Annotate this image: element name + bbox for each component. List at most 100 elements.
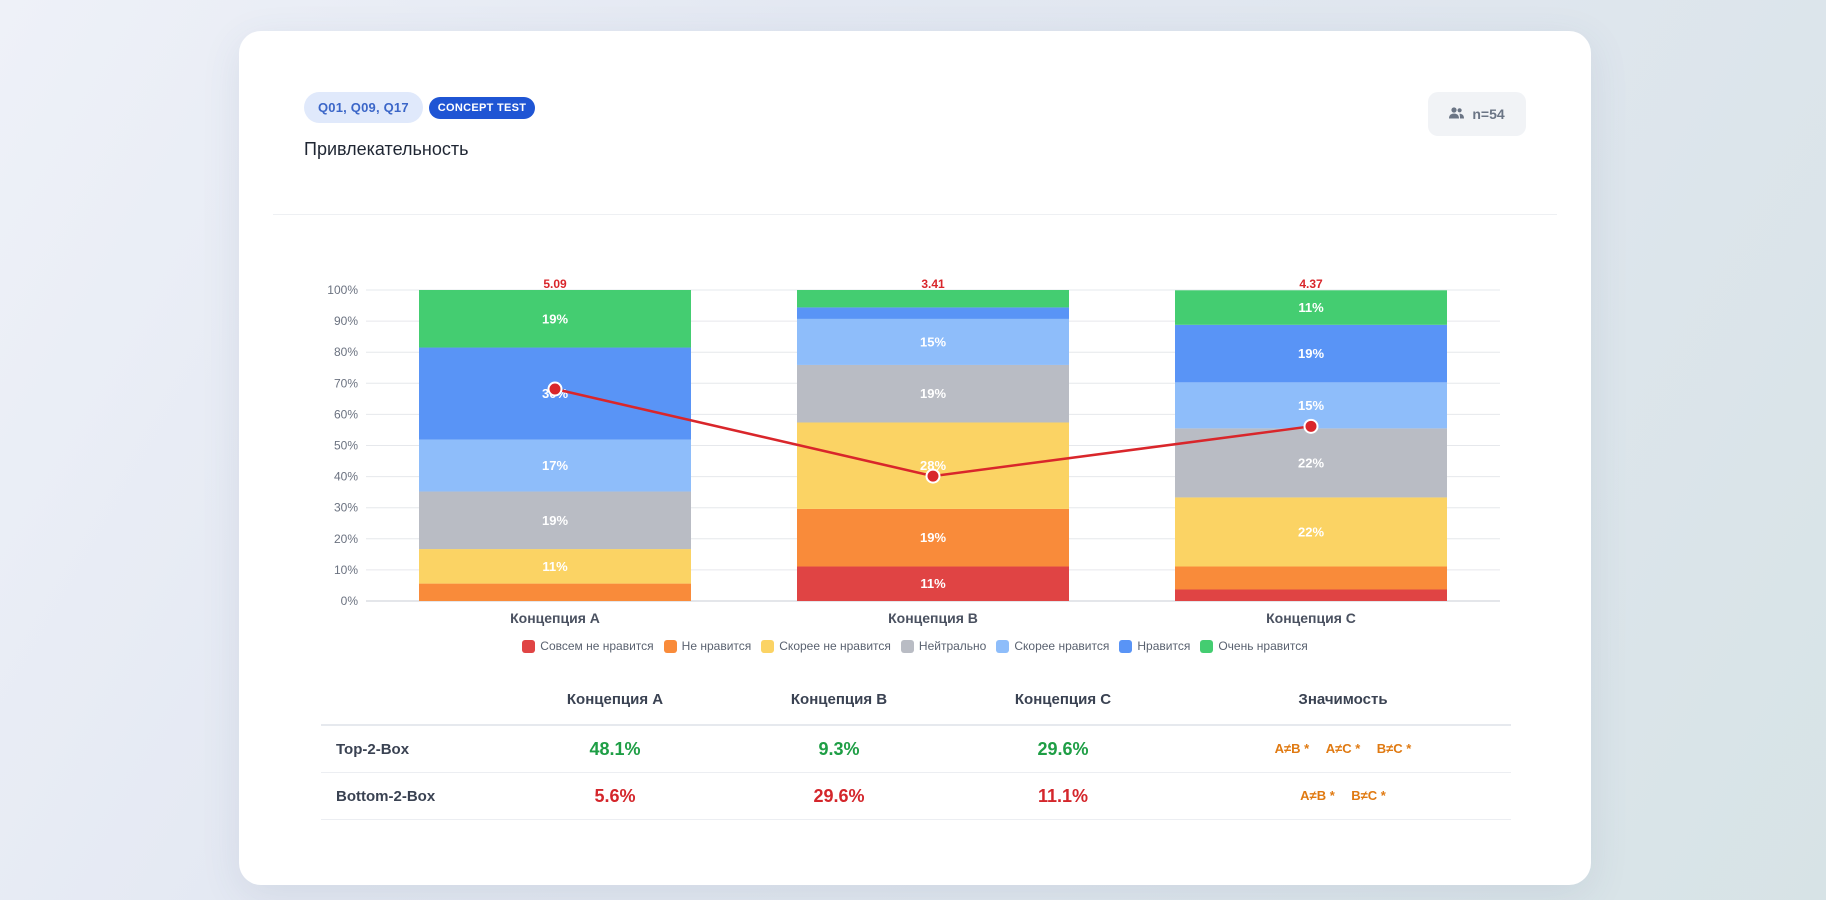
table-cell: 9.3% (727, 725, 951, 773)
legend-swatch (900, 639, 914, 653)
bar-segment (419, 439, 691, 492)
legend-label: Нейтрально (918, 639, 987, 653)
legend-swatch (1119, 639, 1133, 653)
legend-label: Скорее нравится (1014, 639, 1110, 653)
bar-segment (797, 508, 1069, 567)
table-cell: 5.6% (503, 772, 727, 820)
stacked-bar-chart: 0% 10% 20% 30% 40% 50% 60% 70% 80% 90% 100% 11% 19% 1… (327, 277, 1500, 626)
legend-item[interactable]: Нейтрально (900, 639, 987, 653)
legend-label: Не нравится (681, 639, 752, 653)
chart-legend: Совсем не нравится Не нравится Скорее не н… (239, 639, 1591, 653)
legend-item[interactable]: Скорее не нравится (761, 639, 891, 653)
data-label: 19% (920, 530, 946, 545)
cell-value: 5.6% (594, 785, 636, 806)
legend-item[interactable]: Нравится (1119, 639, 1190, 653)
mean-point (925, 468, 941, 484)
significance-marker: A≠C * (1325, 741, 1361, 756)
significance-marker: A≠B * (1274, 741, 1310, 756)
legend-item[interactable]: Совсем не нравится (522, 639, 654, 653)
x-tick-label: Концепция B (888, 610, 978, 626)
tag-group: Q01, Q09, Q17 CONCEPT TEST (304, 92, 536, 123)
legend-swatch (996, 639, 1010, 653)
table-row-top2box: Top-2-Box 48.1% 9.3% 29.6% A≠B * A≠C * B… (321, 725, 1511, 773)
table-header-significance: Значимость (1175, 674, 1511, 726)
cell-value: 29.6% (1037, 738, 1089, 759)
data-label: 19% (1298, 346, 1324, 361)
data-label: 11% (1298, 300, 1324, 315)
table-header-concept-b: Концепция B (727, 674, 951, 726)
table-cell: 29.6% (727, 772, 951, 820)
mean-point (547, 381, 563, 397)
legend-swatch (761, 639, 775, 653)
bar-segment (797, 364, 1069, 423)
y-tick-label: 90% (334, 314, 358, 328)
legend-label: Нравится (1137, 639, 1191, 653)
legend-swatch (663, 639, 677, 653)
data-label: 17% (542, 458, 568, 473)
significance-marker: B≠C * (1376, 741, 1412, 756)
legend-item[interactable]: Очень нравится (1200, 639, 1308, 653)
y-tick-label: 40% (334, 470, 358, 484)
data-label: 11% (920, 576, 946, 591)
bar-segment (1175, 589, 1447, 601)
data-label: 22% (1298, 455, 1324, 470)
bar-segment (1175, 324, 1447, 383)
y-tick-label: 0% (341, 594, 359, 608)
x-tick-label: Концепция A (510, 610, 600, 626)
summary-table: Концепция A Концепция B Концепция C Знач… (321, 674, 1511, 820)
y-tick-label: 80% (334, 345, 358, 359)
concept-test-tag: CONCEPT TEST (428, 96, 536, 119)
table-cell: 29.6% (951, 725, 1175, 773)
cell-value: 11.1% (1037, 785, 1089, 806)
table-cell: 11.1% (951, 772, 1175, 820)
page-title: Привлекательность (304, 139, 469, 159)
bar-segment (419, 583, 691, 601)
legend-swatch (1200, 639, 1214, 653)
mean-value-label: 5.09 (543, 277, 567, 291)
significance-cell: A≠B * A≠C * B≠C * (1175, 725, 1511, 773)
bar-segment (797, 290, 1069, 308)
mean-value-label: 3.41 (921, 277, 945, 291)
significance-marker: A≠B * (1300, 788, 1335, 803)
results-card: Q01, Q09, Q17 CONCEPT TEST Привлекательн… (239, 31, 1591, 885)
bar-segment (1175, 497, 1447, 567)
bar-segment (797, 422, 1069, 509)
bar-segment (797, 566, 1069, 601)
legend-item[interactable]: Скорее нравится (996, 639, 1109, 653)
significance-marker: B≠C * (1351, 788, 1386, 803)
cell-value: 9.3% (818, 738, 860, 759)
legend-label: Скорее не нравится (779, 639, 891, 653)
table-row-bottom2box: Bottom-2-Box 5.6% 29.6% 11.1% A≠B * B≠C … (321, 772, 1511, 820)
bar-segment (419, 491, 691, 550)
y-tick-label: 10% (334, 563, 358, 577)
table-cell: 48.1% (503, 725, 727, 773)
divider (273, 214, 1557, 215)
data-label: 19% (920, 386, 946, 401)
sample-size-badge: n=54 (1428, 92, 1526, 136)
y-tick-label: 20% (334, 532, 358, 546)
legend-swatch (522, 639, 536, 653)
y-tick-label: 100% (327, 283, 358, 297)
table-header-row: Концепция A Концепция B Концепция C Знач… (321, 674, 1511, 726)
bar-segment (797, 318, 1069, 365)
legend-item[interactable]: Не нравится (663, 639, 752, 653)
data-label: 11% (542, 559, 568, 574)
data-label: 15% (1298, 398, 1324, 413)
data-label: 22% (1298, 524, 1324, 539)
y-tick-label: 30% (334, 501, 358, 515)
table-header-concept-a: Концепция A (503, 674, 727, 726)
y-tick-label: 70% (334, 376, 358, 390)
mean-point (1303, 418, 1319, 434)
y-tick-label: 50% (334, 439, 358, 453)
mean-value-label: 4.37 (1299, 277, 1323, 291)
bar-segment (1175, 428, 1447, 498)
table-header-concept-c: Концепция C (951, 674, 1175, 726)
data-label: 28% (920, 458, 946, 473)
legend-label: Совсем не нравится (540, 639, 654, 653)
legend-label: Очень нравится (1218, 639, 1308, 653)
cell-value: 29.6% (813, 785, 865, 806)
users-icon (1449, 106, 1465, 122)
question-tag: Q01, Q09, Q17 (304, 92, 423, 123)
bar-segment (1175, 290, 1447, 325)
data-label: 15% (920, 334, 946, 349)
